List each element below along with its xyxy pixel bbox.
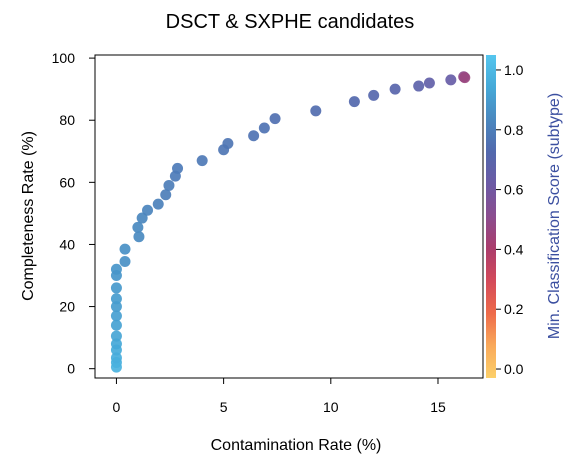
data-point bbox=[110, 282, 122, 294]
data-point bbox=[119, 243, 131, 255]
data-point bbox=[119, 256, 131, 268]
data-point bbox=[163, 179, 175, 191]
data-point bbox=[445, 74, 457, 86]
data-point bbox=[142, 204, 154, 216]
data-point bbox=[196, 155, 208, 167]
y-tick-label: 60 bbox=[59, 174, 75, 190]
colorbar-tick-label: 0.4 bbox=[504, 241, 524, 257]
data-point bbox=[133, 231, 145, 243]
colorbar-tick-label: 0.0 bbox=[504, 361, 524, 377]
data-point bbox=[152, 198, 164, 210]
data-point bbox=[110, 338, 122, 350]
data-point bbox=[110, 352, 122, 364]
data-point bbox=[132, 221, 144, 233]
x-axis-ticks: 0 5 10 15 bbox=[113, 378, 446, 415]
y-axis-label: Completeness Rate (%) bbox=[20, 131, 37, 301]
y-tick-label: 40 bbox=[59, 236, 75, 252]
data-points bbox=[110, 71, 471, 373]
colorbar-tick-label: 1.0 bbox=[504, 62, 524, 78]
data-point bbox=[459, 72, 471, 84]
data-point bbox=[348, 96, 360, 108]
data-point bbox=[222, 138, 234, 150]
colorbar-ticks: 0.0 0.2 0.4 0.6 0.8 1.0 bbox=[496, 62, 524, 377]
data-point bbox=[110, 301, 122, 313]
data-point bbox=[269, 113, 281, 125]
data-point bbox=[310, 105, 322, 117]
data-point bbox=[110, 330, 122, 342]
y-tick-label: 100 bbox=[52, 50, 76, 66]
data-point bbox=[110, 293, 122, 305]
data-point bbox=[172, 162, 184, 174]
data-point bbox=[423, 77, 435, 89]
data-point bbox=[136, 212, 148, 224]
x-tick-label: 15 bbox=[430, 399, 446, 415]
colorbar bbox=[486, 55, 496, 378]
data-point bbox=[389, 83, 401, 95]
data-point bbox=[248, 130, 260, 142]
data-point bbox=[413, 80, 425, 92]
y-tick-label: 0 bbox=[67, 361, 75, 377]
data-point bbox=[368, 89, 380, 101]
x-tick-label: 10 bbox=[323, 399, 339, 415]
data-point bbox=[110, 310, 122, 322]
x-tick-label: 5 bbox=[220, 399, 228, 415]
data-point bbox=[258, 122, 270, 134]
chart-title: DSCT & SXPHE candidates bbox=[166, 11, 415, 33]
y-tick-label: 20 bbox=[59, 299, 75, 315]
colorbar-tick-label: 0.2 bbox=[504, 301, 524, 317]
colorbar-tick-label: 0.6 bbox=[504, 182, 524, 198]
plot-frame bbox=[94, 54, 484, 379]
colorbar-tick-label: 0.8 bbox=[504, 122, 524, 138]
x-axis-label: Contamination Rate (%) bbox=[211, 437, 382, 454]
y-tick-label: 80 bbox=[59, 112, 75, 128]
x-tick-label: 0 bbox=[113, 399, 121, 415]
data-point bbox=[110, 319, 122, 331]
data-point bbox=[110, 263, 122, 275]
y-axis-ticks: 0 20 40 60 80 100 bbox=[52, 50, 95, 377]
colorbar-label: Min. Classification Score (subtype) bbox=[546, 93, 563, 339]
data-point bbox=[160, 189, 172, 201]
